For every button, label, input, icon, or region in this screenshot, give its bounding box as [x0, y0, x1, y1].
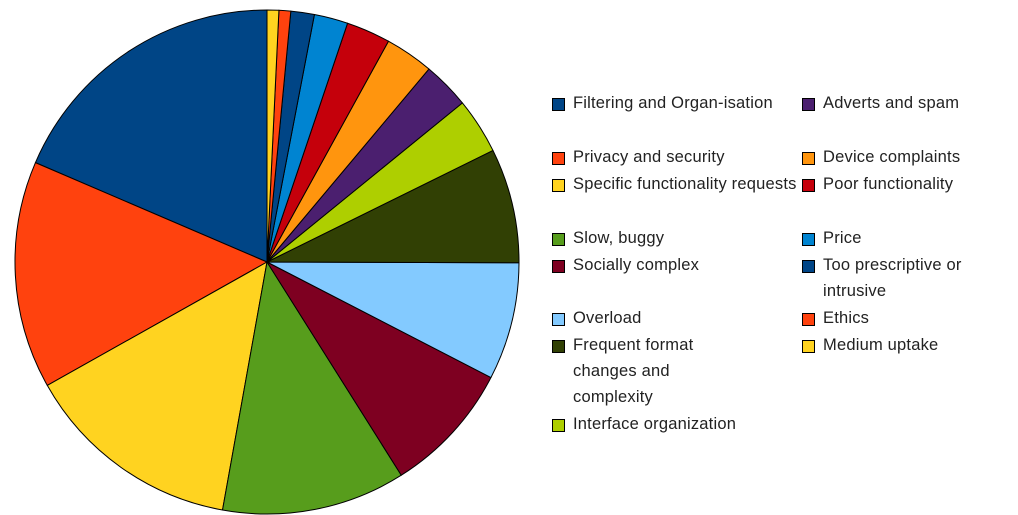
legend-label-interface-organization: Interface organization	[573, 415, 737, 433]
legend-swatch-medium-uptake	[802, 340, 815, 353]
legend-label-specific-functionality-requests: Specific functionality requests	[573, 175, 797, 193]
legend-swatch-interface-organization	[552, 419, 565, 432]
legend-label-filtering-and-organisation: Filtering and Organ-isation	[573, 94, 773, 112]
legend-swatch-specific-functionality-requests	[552, 179, 565, 192]
legend-item-socially-complex: Socially complex	[552, 256, 802, 278]
legend-item-poor-functionality: Poor functionality	[802, 175, 1012, 197]
legend-label-device-complaints: Device complaints	[823, 148, 961, 166]
legend-item-ethics: Ethics	[802, 309, 1012, 331]
legend-label-privacy-and-security: Privacy and security	[573, 148, 725, 166]
legend-swatch-slow-buggy	[552, 233, 565, 246]
legend-swatch-overload	[552, 313, 565, 326]
legend-item-frequent-format-changes: Frequent format changes and complexity	[552, 336, 802, 410]
pie-slice-filtering-and-organ-isation	[34, 9, 268, 263]
legend-item-price: Price	[802, 229, 1012, 251]
legend-swatch-device-complaints	[802, 152, 815, 165]
legend-swatch-poor-functionality	[802, 179, 815, 192]
pie-slice-medium-uptake	[266, 9, 280, 263]
legend-swatch-socially-complex	[552, 260, 565, 273]
legend-label-medium-uptake: Medium uptake	[823, 336, 939, 354]
legend-item-overload: Overload	[552, 309, 802, 331]
legend-swatch-privacy-and-security	[552, 152, 565, 165]
legend-item-interface-organization: Interface organization	[552, 415, 802, 437]
legend-label-ethics: Ethics	[823, 309, 870, 327]
pie-slice-slow-buggy	[222, 261, 402, 515]
legend-label-adverts-and-spam: Adverts and spam	[823, 94, 960, 112]
legend-item-adverts-and-spam: Adverts and spam	[802, 94, 1012, 116]
legend-label-overload: Overload	[573, 309, 642, 327]
legend-swatch-filtering-and-organisation	[552, 98, 565, 111]
legend-label-slow-buggy: Slow, buggy	[573, 229, 665, 247]
legend-item-privacy-and-security: Privacy and security	[552, 148, 802, 170]
pie-slice-frequent-format-changes-and-complexity	[266, 149, 520, 264]
legend-swatch-ethics	[802, 313, 815, 326]
legend-label-poor-functionality: Poor functionality	[823, 175, 954, 193]
legend-item-filtering-and-organisation: Filtering and Organ-isation	[552, 94, 802, 116]
legend-item-medium-uptake: Medium uptake	[802, 336, 1012, 358]
legend-label-socially-complex: Socially complex	[573, 256, 700, 274]
legend-swatch-frequent-format-changes	[552, 340, 565, 353]
legend-swatch-price	[802, 233, 815, 246]
pie-slice-socially-complex	[266, 261, 492, 476]
legend-item-slow-buggy: Slow, buggy	[552, 229, 802, 251]
pie-slice-specific-functionality-requests	[46, 261, 268, 511]
pie-slice-privacy-and-security	[14, 162, 268, 386]
legend-label-frequent-format-changes: Frequent format changes and complexity	[573, 336, 694, 406]
legend-swatch-adverts-and-spam	[802, 98, 815, 111]
pie-chart	[14, 9, 520, 515]
legend-swatch-too-prescriptive-or-intrusive	[802, 260, 815, 273]
pie-slice-overload	[266, 261, 520, 379]
legend-item-specific-functionality-requests: Specific functionality requests	[552, 175, 802, 197]
legend-label-price: Price	[823, 229, 862, 247]
legend-item-device-complaints: Device complaints	[802, 148, 1012, 170]
legend-label-too-prescriptive-or-intrusive: Too prescriptive or intrusive	[823, 256, 962, 300]
legend-item-too-prescriptive-or-intrusive: Too prescriptive or intrusive	[802, 256, 1012, 304]
